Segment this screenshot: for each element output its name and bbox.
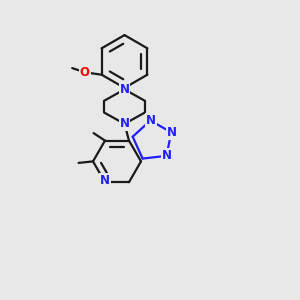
- Text: N: N: [100, 174, 110, 187]
- Text: N: N: [162, 149, 172, 162]
- Text: O: O: [80, 66, 90, 79]
- Text: N: N: [119, 83, 130, 96]
- Text: N: N: [167, 126, 177, 139]
- Text: N: N: [119, 117, 130, 130]
- Text: N: N: [146, 114, 156, 127]
